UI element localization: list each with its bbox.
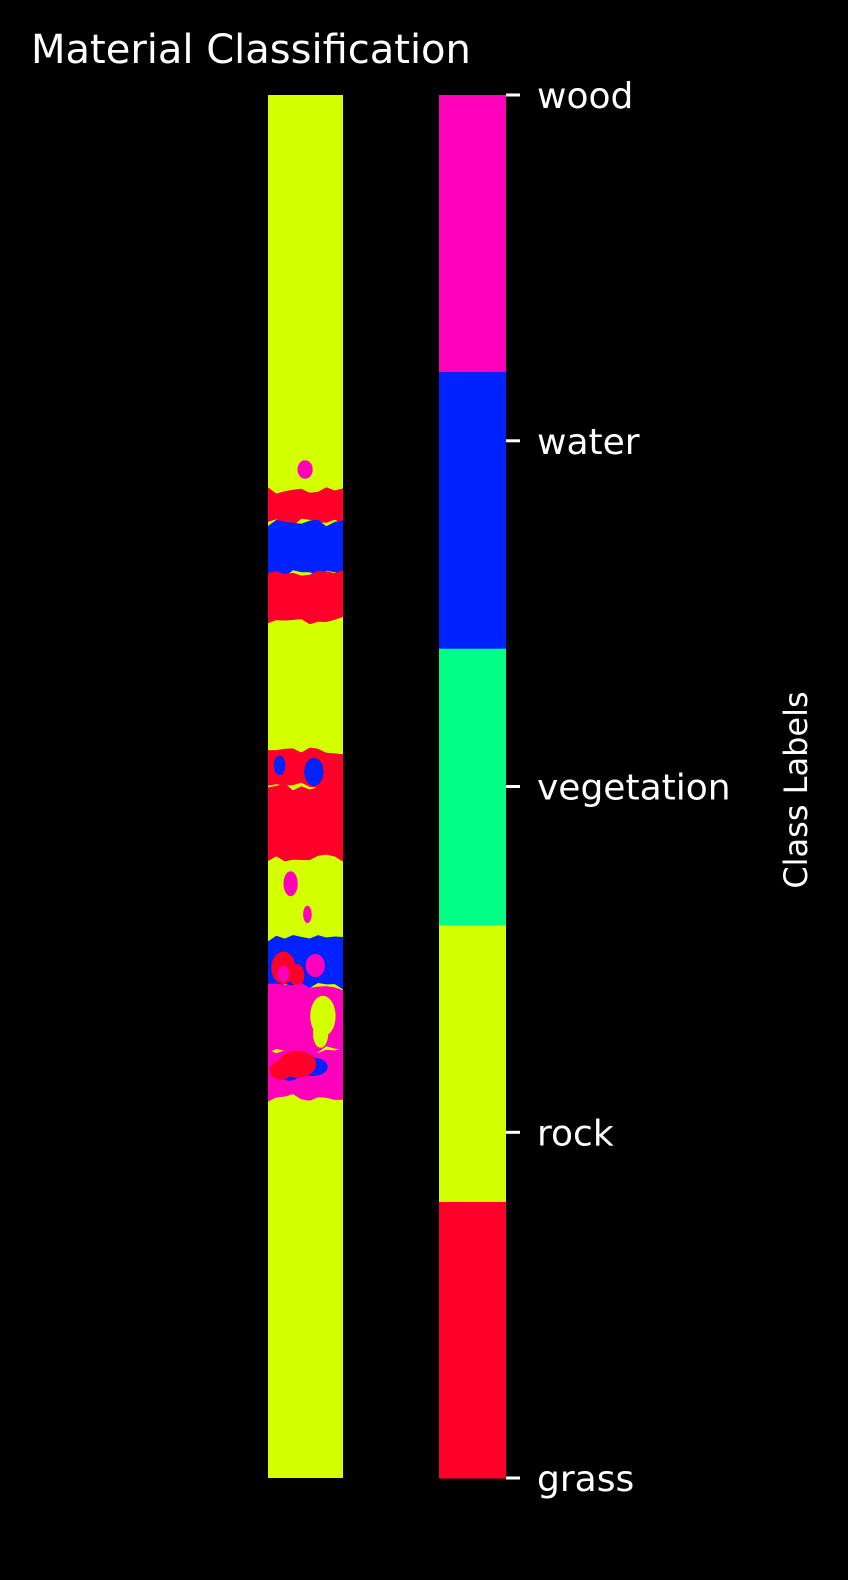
map-patch-wood	[305, 953, 325, 978]
map-patch-rock	[313, 1019, 329, 1048]
colorbar	[439, 95, 506, 1479]
map-patch-wood	[283, 871, 298, 897]
colorbar-tick-label: grass	[537, 1459, 634, 1500]
colorbar-label: Class Labels	[777, 691, 815, 888]
chart-title: Material Classification	[31, 27, 471, 73]
colorbar-segment-water	[439, 371, 506, 649]
map-region-water	[268, 519, 343, 577]
map-patch-grass	[269, 1060, 293, 1080]
map-region-grass	[268, 487, 343, 527]
colorbar-tick-label: vegetation	[537, 768, 731, 809]
map-patch-wood	[298, 462, 307, 476]
map-patch-wood	[303, 905, 312, 924]
map-patch-water	[273, 755, 286, 776]
map-patch-wood	[277, 965, 290, 983]
colorbar-segment-vegetation	[439, 648, 506, 926]
colorbar-tick-label: rock	[537, 1113, 614, 1154]
map-region-grass	[268, 783, 343, 862]
map-region-grass	[268, 570, 343, 625]
colorbar-ticks: grass rock vegetation water wood	[506, 76, 731, 1500]
colorbar-segment-wood	[439, 95, 506, 373]
colorbar-tick-label: wood	[537, 76, 633, 117]
colorbar-segment-grass	[439, 1201, 506, 1479]
map-patch-grass	[289, 964, 305, 987]
map-patch-water	[304, 757, 324, 786]
segmentation-map	[268, 95, 343, 1478]
colorbar-segment-rock	[439, 924, 506, 1202]
colorbar-tick-label: water	[537, 422, 640, 463]
